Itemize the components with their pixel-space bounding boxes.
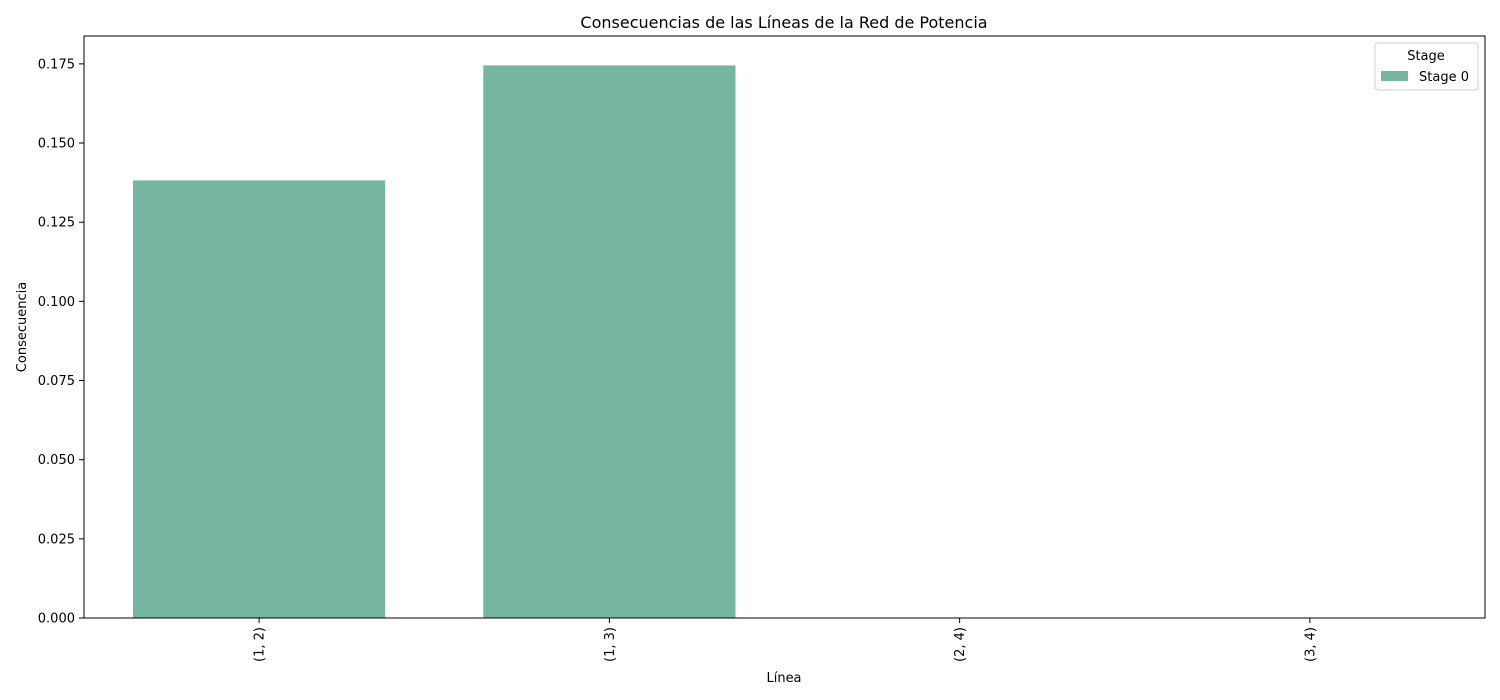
y-tick-label: 0.075 — [38, 374, 75, 389]
y-tick-label: 0.100 — [38, 295, 75, 310]
y-axis: 0.000 0.025 0.050 0.075 0.100 0.125 0.150 0.175 — [38, 57, 84, 627]
legend-swatch-stage-0 — [1381, 71, 1408, 81]
legend-title: Stage — [1407, 49, 1445, 64]
plot-area-frame — [83, 35, 1486, 619]
bar-1-3 — [483, 65, 736, 618]
bars-group — [133, 65, 736, 618]
x-tick-label: (1, 3) — [603, 627, 618, 662]
y-tick-label: 0.125 — [38, 216, 75, 231]
bar-1-2 — [133, 180, 386, 618]
y-tick-label: 0.175 — [38, 57, 75, 72]
y-axis-label: Consecuencia — [15, 282, 30, 372]
y-tick-label: 0.150 — [38, 137, 75, 152]
y-tick-label: 0.050 — [38, 453, 75, 468]
y-tick-label: 0.000 — [38, 612, 75, 627]
x-tick-label: (2, 4) — [953, 627, 968, 662]
y-tick-label: 0.025 — [38, 532, 75, 547]
legend: Stage Stage 0 — [1374, 42, 1479, 91]
x-tick-label: (3, 4) — [1303, 627, 1318, 662]
chart-title: Consecuencias de las Líneas de la Red de… — [580, 13, 987, 32]
x-axis-label: Línea — [766, 671, 801, 686]
x-axis: (1, 2) (1, 3) (2, 4) (3, 4) — [253, 618, 1318, 662]
x-tick-label: (1, 2) — [253, 627, 268, 662]
legend-label-stage-0: Stage 0 — [1419, 70, 1469, 85]
